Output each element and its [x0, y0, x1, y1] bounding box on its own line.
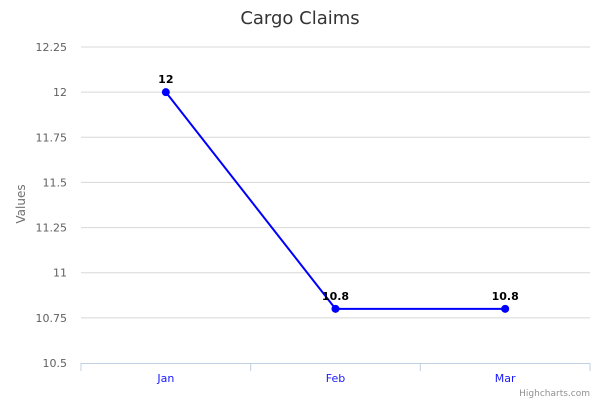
credits-link[interactable]: Highcharts.com — [519, 389, 590, 399]
y-tick-label: 12 — [53, 86, 67, 99]
gridlines — [81, 46, 590, 319]
data-point — [161, 88, 170, 97]
data-label: 10.8 — [322, 290, 349, 303]
data-label: 12 — [158, 73, 173, 86]
series-line — [165, 91, 506, 310]
data-point — [331, 304, 340, 313]
data-point — [501, 304, 510, 313]
y-tick-label: 10.75 — [36, 312, 68, 325]
y-tick-label: 10.5 — [43, 357, 68, 370]
x-tick-label: Feb — [326, 372, 345, 385]
y-tick-label: 12.25 — [36, 41, 68, 54]
series-group — [161, 88, 510, 313]
y-tick-label: 11.75 — [36, 131, 68, 144]
y-axis-ticks: 10.5 10.75 11 11.25 11.5 11.75 12 12.25 — [36, 41, 68, 370]
x-tick-label: Jan — [156, 372, 174, 385]
y-tick-label: 11 — [53, 267, 67, 280]
data-labels: 12 10.8 10.8 — [158, 73, 519, 303]
y-tick-label: 11.25 — [36, 222, 68, 235]
x-tick-label: Mar — [495, 372, 516, 385]
y-axis-title: Values — [14, 184, 28, 223]
data-label: 10.8 — [492, 290, 519, 303]
y-tick-label: 11.5 — [43, 176, 68, 189]
chart-title: Cargo Claims — [240, 8, 359, 29]
x-axis: Jan Feb Mar — [80, 363, 591, 385]
